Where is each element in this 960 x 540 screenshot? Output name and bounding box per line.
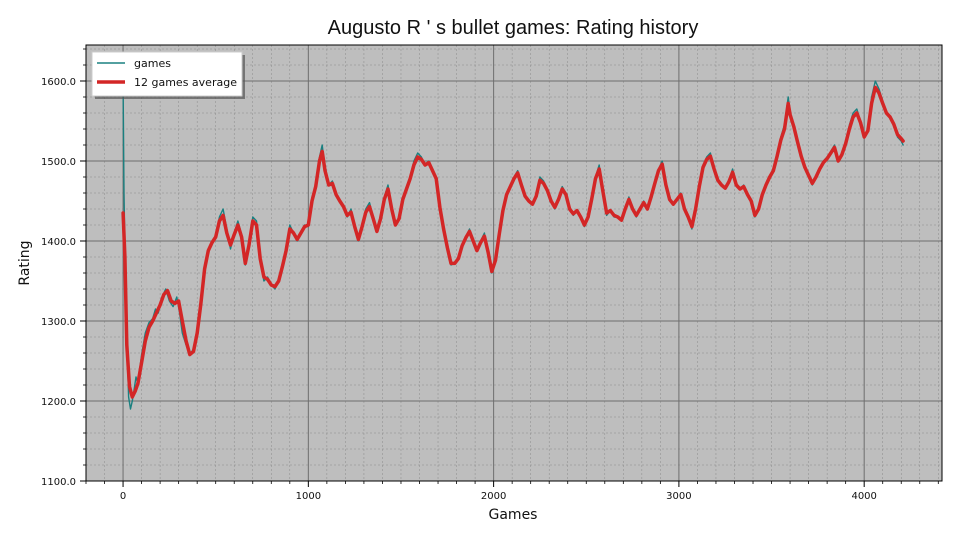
y-axis-label: Rating [17, 240, 33, 285]
y-tick-label: 1300.0 [41, 317, 76, 328]
y-axis: 1100.0 1200.0 1300.0 1400.0 1500.0 1600.0 [41, 48, 86, 488]
series-line-12-games-average [121, 85, 905, 399]
y-tick-label: 1600.0 [41, 77, 76, 88]
plot-area [86, 45, 942, 481]
x-tick-label: 2000 [481, 491, 506, 502]
plot-frame [85, 44, 943, 482]
y-tick-label: 1500.0 [41, 157, 76, 168]
x-tick-label: 3000 [666, 491, 691, 502]
minor-gridlines [85, 45, 942, 481]
legend-box [91, 51, 243, 97]
y-tick-label: 1400.0 [41, 237, 76, 248]
y-tick-label: 1200.0 [41, 397, 76, 408]
x-axis-label: Games [489, 507, 538, 523]
series-layer [121, 80, 905, 410]
y-tick-label: 1100.0 [41, 477, 76, 488]
legend-label-average: 12 games average [134, 76, 237, 89]
x-tick-label: 1000 [296, 491, 321, 502]
x-tick-label: 4000 [851, 491, 876, 502]
chart-title: Augusto R ' s bullet games: Rating histo… [328, 17, 699, 39]
x-tick-label: 0 [120, 491, 126, 502]
legend-label-games: games [134, 57, 171, 70]
legend: games 12 games average [91, 51, 245, 99]
